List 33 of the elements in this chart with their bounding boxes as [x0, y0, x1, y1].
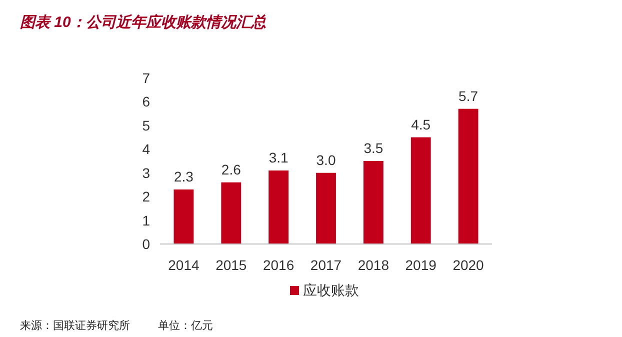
- data-label: 2.3: [174, 168, 194, 184]
- source-note: 来源：国联证券研究所: [20, 319, 130, 332]
- bar: [268, 170, 289, 244]
- x-tick-label: 2016: [262, 257, 294, 273]
- y-tick-label: 3: [142, 164, 150, 181]
- text: 单位：亿元: [158, 319, 213, 332]
- x-tick-label: 2015: [216, 257, 247, 273]
- x-tick-label: 2018: [358, 257, 390, 273]
- data-label: 4.5: [411, 116, 431, 132]
- y-tick-label: 7: [142, 70, 150, 86]
- y-tick-label: 2: [142, 188, 150, 205]
- x-tick-label: 2020: [452, 257, 484, 273]
- x-tick-label: 2014: [168, 257, 200, 273]
- x-tick-label: 2017: [310, 257, 342, 273]
- bar: [458, 108, 478, 244]
- bar: [221, 182, 242, 244]
- bar: [174, 189, 194, 244]
- bar: [316, 172, 336, 244]
- bar: [363, 161, 384, 244]
- y-tick-label: 0: [142, 236, 150, 252]
- legend-label: 应收账款: [303, 282, 359, 298]
- data-label: 3.0: [316, 152, 336, 168]
- y-tick-label: 4: [142, 141, 150, 158]
- data-label: 5.7: [458, 88, 478, 104]
- bar: [410, 137, 431, 244]
- chart-title: 图表 10：公司近年应收账款情况汇总: [20, 13, 266, 31]
- y-tick-label: 5: [142, 117, 150, 134]
- y-tick-label: 6: [142, 94, 150, 110]
- data-label: 3.5: [364, 140, 384, 156]
- data-label: 3.1: [268, 149, 289, 166]
- data-label: 2.6: [221, 161, 242, 178]
- x-tick-label: 2019: [405, 257, 437, 273]
- y-tick-label: 1: [142, 212, 150, 228]
